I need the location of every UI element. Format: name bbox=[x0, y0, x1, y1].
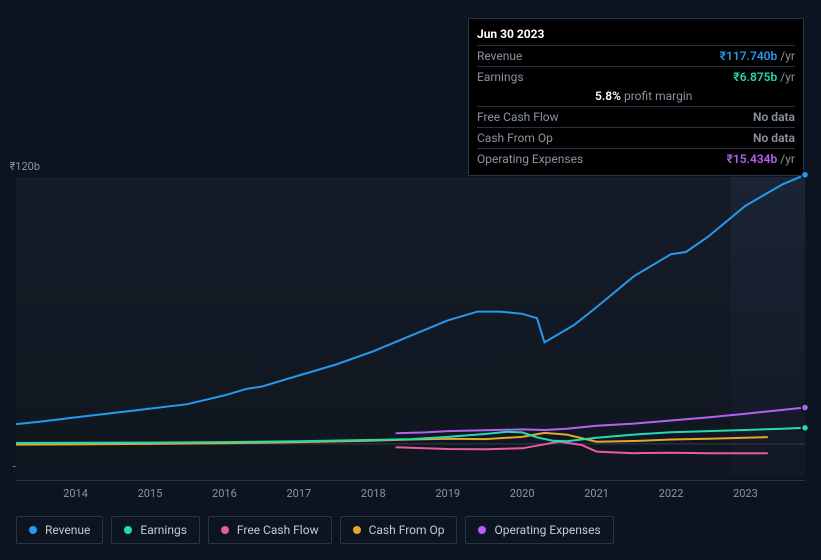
legend-item-earnings[interactable]: Earnings bbox=[111, 516, 200, 544]
x-axis-tick: 2018 bbox=[361, 487, 386, 500]
tooltip-row-label: Free Cash Flow bbox=[477, 110, 559, 124]
tooltip-row-label: Earnings bbox=[477, 70, 524, 84]
series-opex-endpoint bbox=[802, 404, 809, 411]
x-axis-tick: 2019 bbox=[435, 487, 460, 500]
tooltip-row-label: Revenue bbox=[477, 49, 522, 63]
series-earnings bbox=[16, 428, 805, 443]
legend-swatch bbox=[478, 526, 486, 534]
tooltip-row: Earnings ₹6.875b/yr bbox=[477, 66, 795, 87]
legend-item-revenue[interactable]: Revenue bbox=[16, 516, 103, 544]
series-revenue bbox=[16, 175, 805, 424]
series-revenue-endpoint bbox=[802, 171, 809, 178]
tooltip-row: Free Cash Flow No data bbox=[477, 106, 795, 127]
legend-item-cashop[interactable]: Cash From Op bbox=[340, 516, 458, 544]
legend-swatch bbox=[124, 526, 132, 534]
tooltip-row-value: ₹117.740b/yr bbox=[720, 49, 795, 63]
tooltip-row: Revenue ₹117.740b/yr bbox=[477, 45, 795, 66]
chart-tooltip: Jun 30 2023 Revenue ₹117.740b/yr Earnings ₹… bbox=[468, 18, 804, 176]
series-earnings-endpoint bbox=[802, 424, 809, 431]
legend-label: Revenue bbox=[45, 523, 90, 537]
chart-plot-area[interactable] bbox=[16, 177, 805, 477]
x-axis-tick: 2023 bbox=[733, 487, 758, 500]
tooltip-row-value: No data bbox=[753, 131, 795, 145]
x-axis-tick: 2021 bbox=[584, 487, 609, 500]
legend-swatch bbox=[221, 526, 229, 534]
x-axis-tick: 2022 bbox=[659, 487, 684, 500]
tooltip-row-value: No data bbox=[753, 110, 795, 124]
x-axis-tick: 2020 bbox=[510, 487, 535, 500]
legend-label: Earnings bbox=[140, 523, 187, 537]
legend-label: Operating Expenses bbox=[494, 523, 600, 537]
chart-svg bbox=[16, 177, 805, 477]
x-axis-tick: 2015 bbox=[138, 487, 163, 500]
tooltip-row: Operating Expenses ₹15.434b/yr bbox=[477, 148, 795, 169]
legend-swatch bbox=[353, 526, 361, 534]
legend-label: Free Cash Flow bbox=[237, 523, 319, 537]
tooltip-date: Jun 30 2023 bbox=[477, 25, 795, 45]
x-axis: 2014 2015 2016 2017 2018 2019 2020 2021 2022 2023 bbox=[16, 480, 805, 502]
x-axis-tick: 2017 bbox=[286, 487, 311, 500]
tooltip-row-label: Operating Expenses bbox=[477, 152, 583, 166]
tooltip-row-value: ₹15.434b/yr bbox=[727, 152, 795, 166]
chart-legend: Revenue Earnings Free Cash Flow Cash From O… bbox=[16, 516, 614, 544]
tooltip-subrow: 5.8%profit margin bbox=[477, 87, 795, 106]
legend-label: Cash From Op bbox=[369, 523, 445, 537]
legend-swatch bbox=[29, 526, 37, 534]
tooltip-row: Cash From Op No data bbox=[477, 127, 795, 148]
x-axis-tick: 2014 bbox=[63, 487, 88, 500]
y-axis-label: ₹120b bbox=[0, 160, 40, 173]
x-axis-tick: 2016 bbox=[212, 487, 237, 500]
legend-item-opex[interactable]: Operating Expenses bbox=[465, 516, 613, 544]
legend-item-fcf[interactable]: Free Cash Flow bbox=[208, 516, 332, 544]
tooltip-row-value: ₹6.875b/yr bbox=[733, 70, 795, 84]
tooltip-row-label: Cash From Op bbox=[477, 131, 553, 145]
